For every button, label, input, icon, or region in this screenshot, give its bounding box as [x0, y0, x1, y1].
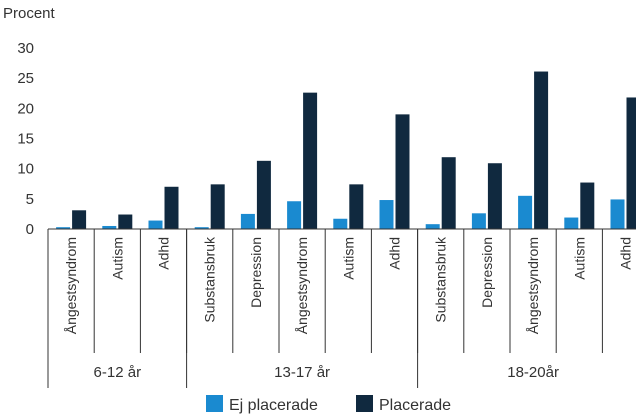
bar-ej-placerade	[610, 199, 625, 229]
group-label: 6-12 år	[94, 364, 142, 381]
bar-placerade	[580, 182, 595, 229]
bar-ej-placerade	[518, 195, 533, 229]
category-label: Adhd	[387, 237, 403, 270]
category-label: Autism	[571, 237, 587, 280]
category-label: Adhd	[156, 237, 172, 270]
bar-ej-placerade	[102, 225, 117, 229]
y-tick-label: 30	[17, 40, 34, 57]
category-label: Depression	[479, 237, 495, 308]
legend-label: Ej placerade	[229, 397, 318, 414]
bar-ej-placerade	[148, 220, 163, 229]
y-tick-label: 5	[26, 191, 34, 208]
legend-swatch-ej-placerade	[206, 395, 223, 412]
group-label: 18-20år	[507, 364, 559, 381]
bar-ej-placerade	[471, 213, 486, 229]
y-tick-label: 0	[26, 221, 34, 238]
bar-placerade	[210, 184, 225, 229]
bar-ej-placerade	[287, 201, 302, 229]
bar-placerade	[72, 210, 87, 229]
bar-ej-placerade	[56, 227, 71, 229]
category-label: Ångestsyndrom	[294, 237, 310, 334]
category-label: Autism	[109, 237, 125, 280]
group-label: 13-17 år	[274, 364, 330, 381]
category-label: Ångestsyndrom	[63, 237, 79, 334]
bar-placerade	[534, 71, 549, 229]
y-tick-label: 20	[17, 100, 34, 117]
bar-ej-placerade	[425, 224, 440, 229]
bar-ej-placerade	[333, 218, 348, 229]
bar-placerade	[303, 92, 318, 229]
category-label: Adhd	[618, 237, 634, 270]
bar-placerade	[256, 160, 271, 229]
y-axis-label: Procent	[3, 5, 56, 22]
y-tick-label: 25	[17, 70, 34, 87]
bar-placerade	[441, 157, 456, 229]
legend-swatch-placerade	[356, 395, 373, 412]
bar-placerade	[487, 163, 502, 229]
category-label: Substansbruk	[433, 236, 449, 323]
legend-label: Placerade	[379, 397, 451, 414]
bar-placerade	[626, 97, 636, 230]
y-tick-label: 10	[17, 161, 34, 178]
category-label: Depression	[248, 237, 264, 308]
category-label: Autism	[340, 237, 356, 280]
bar-placerade	[164, 186, 179, 229]
bar-placerade	[118, 214, 133, 229]
bar-placerade	[349, 184, 364, 229]
category-label: Substansbruk	[202, 236, 218, 323]
bar-ej-placerade	[240, 213, 255, 229]
y-tick-label: 15	[17, 131, 34, 148]
category-label: Ångestsyndrom	[525, 237, 541, 334]
bar-ej-placerade	[379, 200, 394, 229]
bar-ej-placerade	[564, 217, 579, 229]
bar-ej-placerade	[194, 227, 209, 229]
bar-placerade	[395, 114, 410, 229]
